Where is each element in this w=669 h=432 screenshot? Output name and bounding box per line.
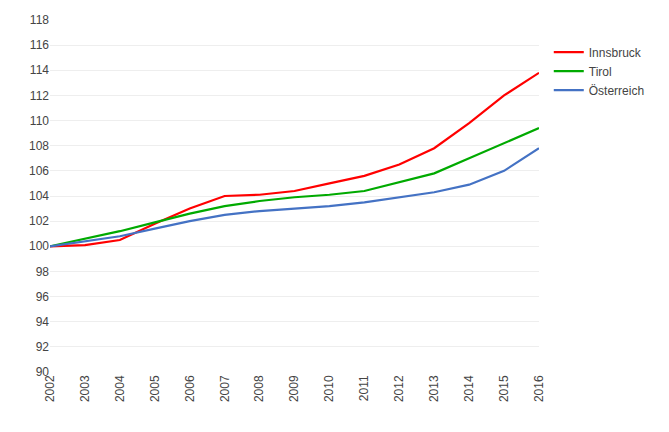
svg-text:92: 92: [36, 340, 50, 354]
svg-text:110: 110: [30, 114, 49, 128]
svg-text:2002: 2002: [43, 375, 57, 402]
svg-text:Innsbruck: Innsbruck: [589, 46, 642, 60]
svg-text:96: 96: [36, 290, 50, 304]
svg-text:2016: 2016: [532, 375, 546, 402]
svg-text:2012: 2012: [392, 375, 406, 402]
svg-text:2013: 2013: [427, 375, 441, 402]
svg-text:2015: 2015: [497, 375, 511, 402]
svg-text:108: 108: [29, 139, 49, 153]
svg-text:2011: 2011: [357, 375, 371, 401]
svg-text:116: 116: [30, 38, 49, 52]
svg-text:2014: 2014: [462, 375, 476, 402]
svg-text:2007: 2007: [218, 375, 232, 402]
svg-text:2006: 2006: [183, 375, 197, 402]
svg-text:2010: 2010: [322, 375, 336, 402]
svg-text:2009: 2009: [287, 375, 301, 402]
svg-text:100: 100: [29, 239, 49, 253]
svg-text:106: 106: [29, 164, 49, 178]
svg-text:90: 90: [36, 365, 50, 379]
svg-text:94: 94: [36, 315, 50, 329]
svg-text:114: 114: [30, 63, 49, 77]
svg-text:112: 112: [30, 89, 49, 103]
svg-text:104: 104: [29, 189, 49, 203]
svg-text:2004: 2004: [113, 375, 127, 402]
svg-text:Tirol: Tirol: [589, 65, 612, 79]
svg-text:102: 102: [29, 214, 49, 228]
svg-text:98: 98: [36, 265, 50, 279]
svg-text:2003: 2003: [78, 375, 92, 402]
svg-text:118: 118: [30, 13, 49, 27]
svg-text:2005: 2005: [148, 375, 162, 402]
svg-text:2008: 2008: [252, 375, 266, 402]
svg-text:Österreich: Österreich: [589, 84, 644, 98]
